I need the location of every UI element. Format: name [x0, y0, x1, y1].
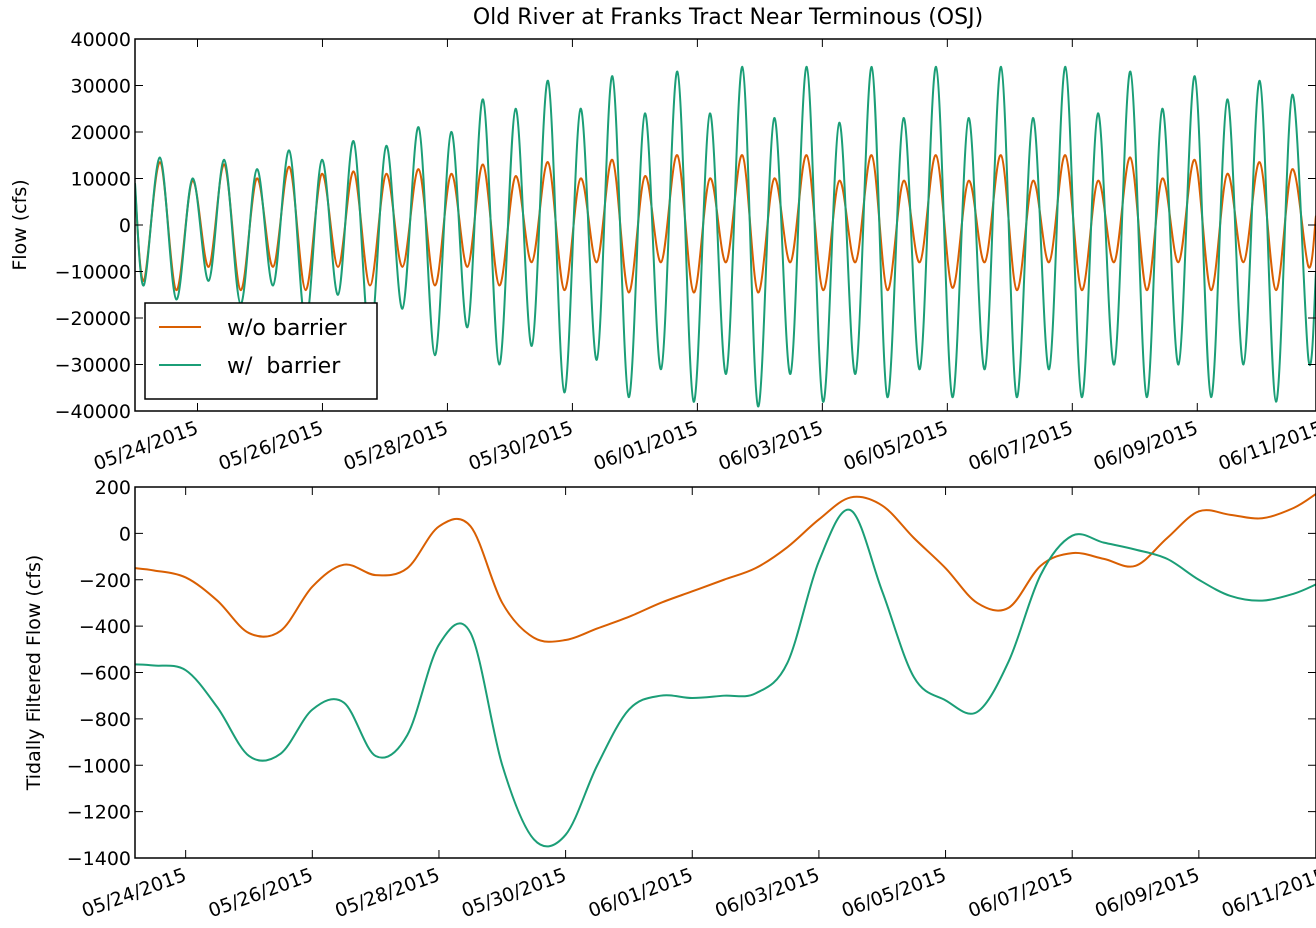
x-tick-label: 06/01/2015: [591, 417, 701, 475]
y-tick-label: −600: [79, 663, 131, 685]
y-tick-label: 30000: [71, 76, 131, 98]
series-line: [135, 508, 1316, 848]
x-tick-label: 06/09/2015: [1091, 417, 1201, 475]
y-tick-label: 20000: [71, 122, 131, 144]
y-axis-label: Tidally Filtered Flow (cfs): [23, 555, 45, 792]
x-tick-label: 05/28/2015: [341, 417, 451, 475]
y-tick-label: −30000: [55, 355, 131, 377]
x-tick-label: 05/26/2015: [206, 864, 316, 922]
x-tick-label: 06/01/2015: [586, 864, 696, 922]
x-tick-label: 05/26/2015: [216, 417, 326, 475]
x-tick-label: 06/05/2015: [839, 864, 949, 922]
y-tick-label: −20000: [55, 308, 131, 330]
x-tick-label: 06/03/2015: [712, 864, 822, 922]
x-tick-label: 06/07/2015: [966, 417, 1076, 475]
x-tick-label: 06/11/2015: [1216, 417, 1316, 475]
x-tick-label: 06/03/2015: [716, 417, 826, 475]
series-line: [135, 493, 1316, 643]
y-tick-label: −1200: [67, 802, 131, 824]
y-tick-label: −800: [79, 709, 131, 731]
x-tick-label: 06/07/2015: [965, 864, 1075, 922]
y-tick-label: −40000: [55, 401, 131, 423]
y-axis-label: Flow (cfs): [9, 179, 31, 270]
x-tick-label: 05/30/2015: [466, 417, 576, 475]
x-tick-label: 05/28/2015: [332, 864, 442, 922]
y-tick-label: −1400: [67, 848, 131, 870]
y-tick-label: 40000: [71, 29, 131, 51]
x-tick-label: 06/05/2015: [841, 417, 951, 475]
chart-title: Old River at Franks Tract Near Terminous…: [473, 5, 983, 30]
x-tick-label: 06/09/2015: [1092, 864, 1202, 922]
series-line: [135, 65, 1316, 408]
legend-label: w/ barrier: [227, 354, 341, 379]
y-tick-label: 0: [119, 523, 131, 545]
x-tick-label: 06/11/2015: [1219, 864, 1316, 922]
legend-label: w/o barrier: [227, 316, 348, 341]
y-tick-label: −10000: [55, 262, 131, 284]
y-tick-label: −200: [79, 570, 131, 592]
x-tick-label: 05/24/2015: [79, 864, 189, 922]
plot-frame: [134, 486, 1316, 859]
x-tick-label: 05/24/2015: [91, 417, 201, 475]
y-tick-label: 200: [95, 477, 131, 499]
y-tick-label: 0: [119, 215, 131, 237]
x-tick-label: 05/30/2015: [459, 864, 569, 922]
y-tick-label: −1000: [67, 755, 131, 777]
y-tick-label: 10000: [71, 169, 131, 191]
y-tick-label: −400: [79, 616, 131, 638]
legend-box: [144, 302, 378, 400]
